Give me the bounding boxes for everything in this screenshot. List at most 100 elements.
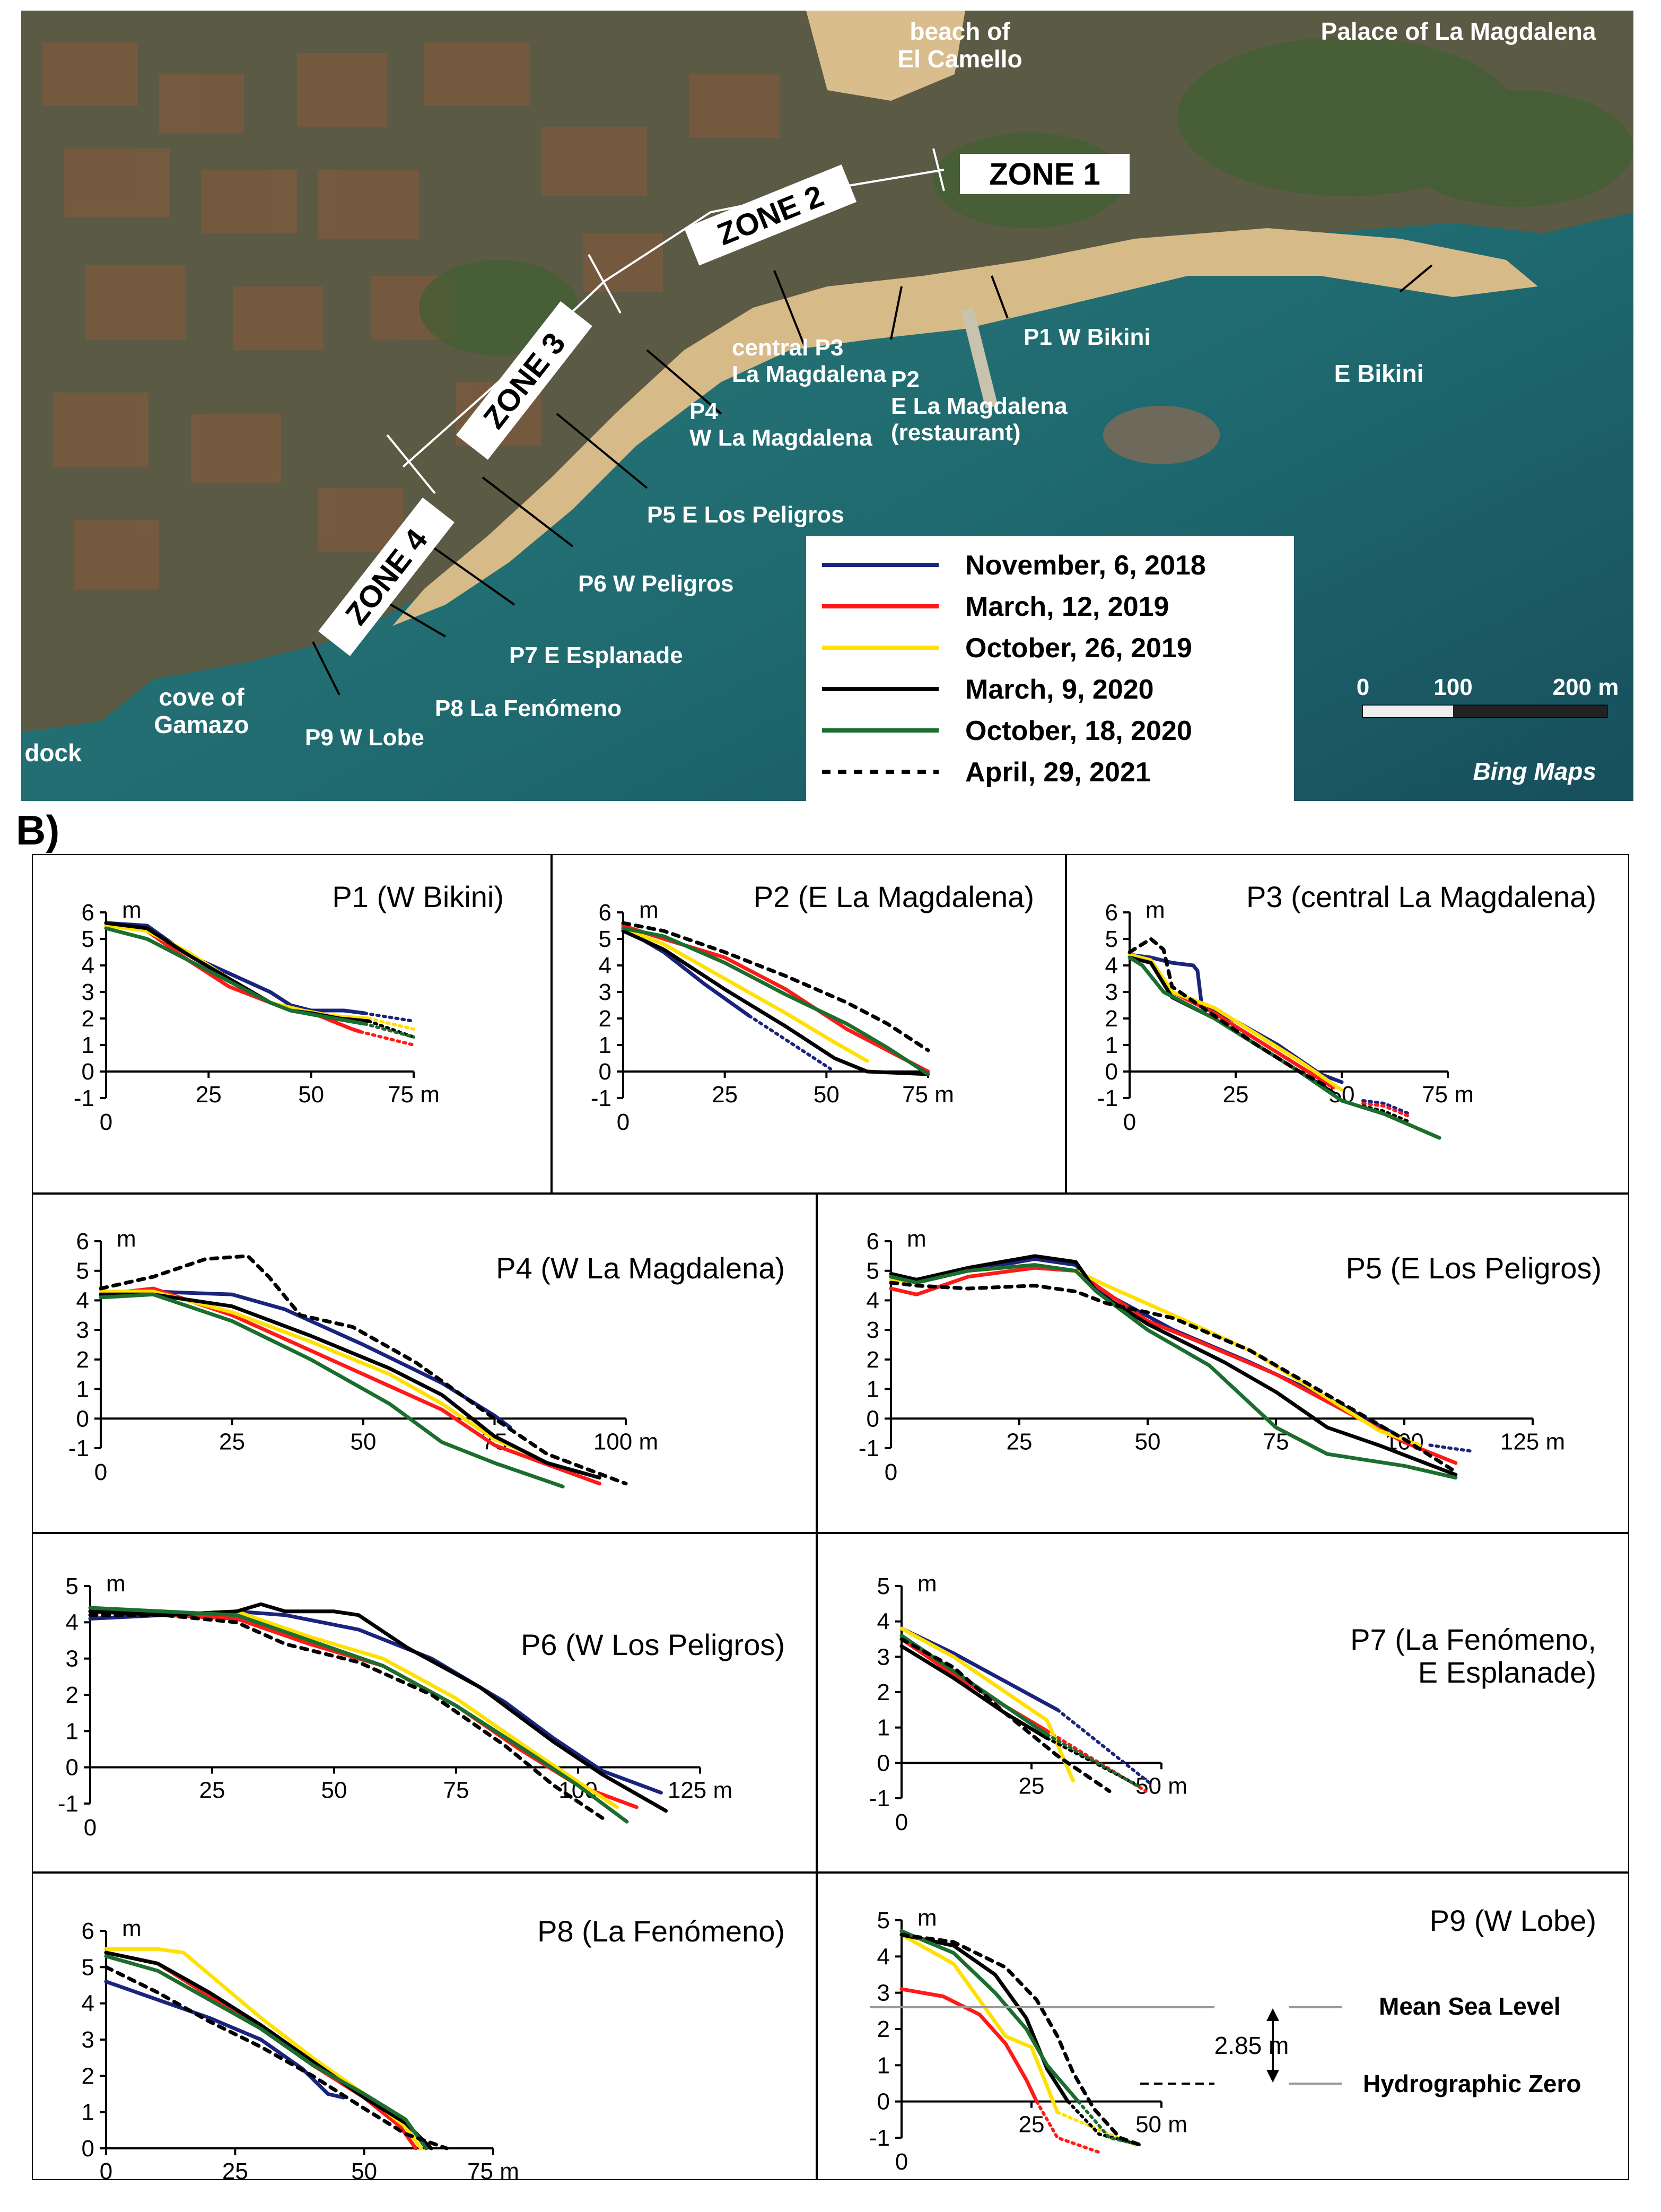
y-axis-label: m [106,1571,126,1597]
y-tick-label: 6 [867,1229,879,1255]
series-line [1127,937,1331,1090]
x-origin-label: 0 [617,1109,630,1135]
series-extrapolated [1361,1099,1411,1116]
y-axis-label: m [122,897,142,923]
y-tick-label: -1 [591,1085,611,1111]
x-tick-label: 50 m [1135,2112,1187,2138]
scale-tick-100: 100 [1433,674,1472,700]
y-tick-label: 1 [66,1718,78,1744]
y-tick-label: 3 [82,2027,94,2053]
y-tick-label: 2 [1105,1006,1118,1032]
series-line [621,926,930,1076]
y-tick-label: 2 [82,1006,94,1032]
zone-1-text: ZONE 1 [989,157,1100,191]
y-tick-label: 4 [877,1944,890,1970]
series-line [899,1932,1143,2147]
x-tick-label: 125 m [668,1778,732,1804]
y-tick-label: 6 [76,1229,89,1255]
legend-box [806,536,1294,801]
offset-label: 2.85 m [1214,2032,1289,2059]
place-camello: beach of El Camello [897,18,1022,73]
series-line [889,1281,1458,1474]
y-tick-label: 4 [82,1991,94,2017]
y-axis-label: m [122,1915,142,1941]
y-tick-label: 2 [599,1006,611,1032]
y-tick-label: 3 [66,1646,78,1672]
y-tick-label: 5 [82,926,94,952]
series-line [104,1950,433,2150]
series-line [104,926,366,1026]
series-extrapolated [1428,1443,1473,1453]
place-palace: Palace of La Magdalena [1321,18,1596,45]
y-tick-label: 2 [877,1679,890,1705]
chart-title-line: P7 (La Fenómeno, [1350,1623,1596,1656]
series-line [899,1929,1080,2104]
source-credit: Bing Maps [1473,757,1596,785]
x-tick-label: 125 m [1500,1429,1565,1455]
zone-1-label: ZONE 1 [960,154,1130,194]
legend-label: November, 6, 2018 [965,550,1206,581]
chart-title-line: P9 (W Lobe) [1430,1904,1596,1937]
legend: November, 6, 2018 March, 12, 2019 October,… [806,536,1294,801]
profile-label-p6: P6 W Peligros [578,571,733,597]
y-tick-label: 5 [877,1573,890,1599]
profile-label-p9: P9 W Lobe [305,725,424,751]
mean-sea-level-label: Mean Sea Level [1379,1992,1561,2020]
place-camello-line: beach of [910,18,1010,45]
series-extrapolated [366,1020,415,1039]
series-extrapolated [359,1030,415,1047]
y-tick-label: 2 [82,2063,94,2089]
series-extrapolated [1077,2100,1142,2147]
y-tick-label: 0 [877,1750,890,1776]
hydrographic-zero-label: Hydrographic Zero [1363,2070,1581,2097]
x-tick-label: 50 [1135,1429,1161,1455]
jetty [961,307,998,409]
series-line [899,1987,1039,2104]
series-extrapolated [1035,2100,1101,2154]
series-extrapolated [363,1012,415,1023]
y-tick-label: 1 [599,1032,611,1058]
series-line [88,1606,629,1824]
series-line [899,1644,1049,1740]
y-tick-label: 1 [76,1377,89,1403]
x-tick-label: 50 [321,1778,347,1804]
series-line [621,924,930,1074]
scale-tick-0: 0 [1357,674,1369,700]
y-tick-label: 3 [76,1317,89,1343]
x-origin-label: 0 [1123,1109,1136,1135]
x-tick-label: 50 [351,2158,377,2180]
y-tick-label: -1 [74,1085,94,1111]
y-tick-label: 6 [82,1918,94,1944]
series-extrapolated [1066,2100,1142,2147]
chart-title-line: P6 (W Los Peligros) [521,1628,785,1661]
profile-label-p4-line: W La Magdalena [689,425,872,451]
profile-label-p5: P5 E Los Peligros [647,502,844,528]
y-tick-label: 0 [82,2136,94,2162]
y-tick-label: 5 [82,1954,94,1980]
series-line [621,926,869,1063]
y-tick-label: 6 [599,900,611,926]
place-ebikini: E Bikini [1334,360,1424,387]
profile-label-p5-line: P5 E Los Peligros [647,502,844,528]
series-extrapolated [747,1014,832,1070]
series-line [621,929,930,1076]
urban-blocks [42,42,780,589]
place-gamazo-line: Gamazo [154,711,249,738]
profile-label-p8-line: P8 La Fenómeno [435,695,622,721]
scale-tick-200: 200 m [1553,674,1619,700]
x-tick-label: 75 m [467,2158,519,2180]
x-tick-label: 50 [814,1082,840,1108]
chart-title-line: P8 (La Fenómeno) [537,1914,785,1948]
series-line [99,1292,601,1480]
y-tick-label: 6 [82,900,94,926]
series-line [88,1613,605,1820]
x-tick-label: 50 [298,1082,324,1108]
place-palace-line: Palace of La Magdalena [1321,18,1596,45]
y-tick-label: 4 [877,1609,890,1635]
chart-title: P8 (La Fenómeno) [537,1914,785,1948]
x-tick-label: 25 [1223,1082,1249,1108]
x-tick-label: 25 [1019,2112,1045,2138]
y-tick-label: 5 [1105,926,1118,952]
